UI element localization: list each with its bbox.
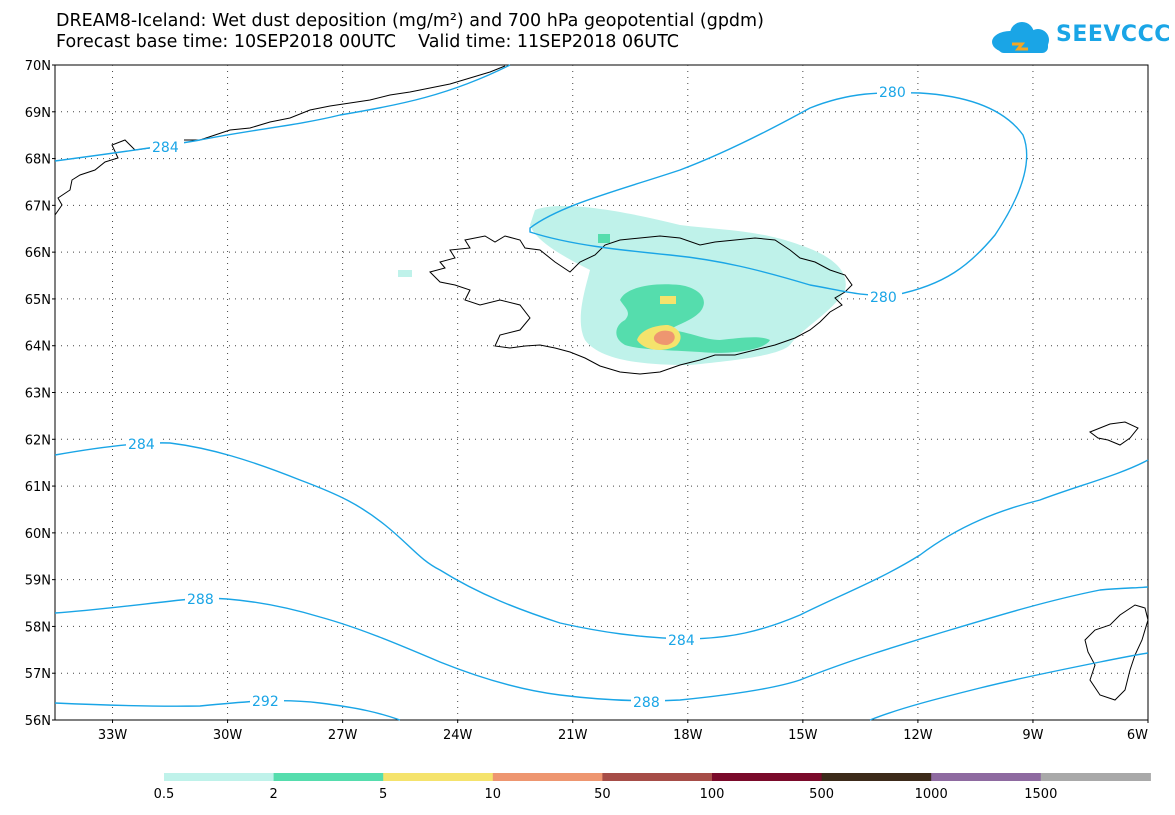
lon-tick-label: 27W (328, 728, 358, 743)
colorbar-swatch (821, 773, 932, 781)
map-title: DREAM8-Iceland: Wet dust deposition (mg/… (56, 11, 764, 31)
colorbar-swatch (273, 773, 384, 781)
contour-label: 284 (152, 140, 179, 156)
contour-labels: 280 280 284 284 284 288 288 292 (126, 84, 911, 711)
contour-label: 288 (187, 592, 214, 608)
contour-label: 284 (668, 633, 695, 649)
lat-tick-label: 61N (25, 480, 51, 495)
contour-label: 280 (870, 290, 897, 306)
lon-tick-label: 24W (443, 728, 473, 743)
lat-tick-label: 65N (25, 293, 51, 308)
dust-area-0.5 (530, 205, 846, 365)
colorbar-swatch (712, 773, 823, 781)
colorbar-label: 5 (379, 787, 387, 802)
dust-area-2-north (598, 234, 610, 243)
lat-tick-label: 62N (25, 433, 51, 448)
lat-tick-label: 63N (25, 387, 51, 402)
lon-tick-label: 21W (558, 728, 588, 743)
colorbar-swatch (492, 773, 603, 781)
latitude-labels: 56N 57N 58N 59N 60N 61N 62N 63N 64N 65N 66N 67N 68N 6… (25, 59, 55, 729)
colorbar-label: 0.5 (154, 787, 175, 802)
lat-tick-label: 59N (25, 574, 51, 589)
colorbar-label: 1500 (1024, 787, 1057, 802)
cloud-icon (992, 22, 1049, 53)
lon-tick-label: 33W (98, 728, 128, 743)
forecast-time-line: Forecast base time: 10SEP2018 00UTC Vali… (56, 32, 679, 52)
lon-tick-label: 30W (213, 728, 243, 743)
colorbar-swatch (602, 773, 713, 781)
lon-tick-label: 9W (1022, 728, 1043, 743)
lat-tick-label: 67N (25, 199, 51, 214)
lat-tick-label: 66N (25, 246, 51, 261)
contour-label: 288 (633, 695, 660, 711)
dust-area-10 (653, 330, 675, 345)
coastline (54, 65, 1149, 701)
contour-288-west (54, 586, 1149, 702)
contour-label: 280 (879, 85, 906, 101)
lon-tick-label: 18W (673, 728, 703, 743)
faroe-islands-coastline (1088, 421, 1139, 446)
colorbar-label: 2 (269, 787, 277, 802)
iceland-coastline (429, 235, 853, 375)
colorbar-label: 1000 (915, 787, 948, 802)
dust-area-5-north (660, 296, 676, 304)
lat-tick-label: 60N (25, 527, 51, 542)
lat-tick-label: 68N (25, 153, 51, 168)
logo-text: SEEVCCC (1056, 22, 1171, 47)
lat-tick-label: 69N (25, 106, 51, 121)
colorbar-label: 500 (809, 787, 834, 802)
lat-tick-label: 64N (25, 340, 51, 355)
contour-284-south (54, 442, 1149, 640)
contour-280 (529, 91, 1028, 297)
colorbar-swatch (931, 773, 1042, 781)
lat-tick-label: 58N (25, 620, 51, 635)
longitude-labels: 33W 30W 27W 24W 21W 18W 15W 12W 9W 6W (98, 720, 1149, 743)
colorbar-label: 10 (485, 787, 502, 802)
contour-284-north (54, 64, 511, 162)
greenland-east-coastline (54, 65, 506, 216)
contour-label: 292 (252, 694, 279, 710)
contour-label: 284 (128, 437, 155, 453)
contour-288-east (869, 652, 1149, 721)
lat-tick-label: 70N (25, 59, 51, 74)
lon-tick-label: 6W (1127, 728, 1148, 743)
colorbar-swatch (164, 773, 275, 781)
geopotential-contours (54, 64, 1149, 721)
seevccc-logo (992, 22, 1049, 53)
lat-tick-label: 56N (25, 714, 51, 729)
dust-deposition-field (398, 205, 846, 365)
colorbar-swatch (383, 773, 494, 781)
lon-tick-label: 15W (788, 728, 818, 743)
contour-292 (54, 699, 401, 721)
colorbar-label: 100 (700, 787, 725, 802)
colorbar-swatch (1040, 773, 1151, 781)
lon-tick-label: 12W (903, 728, 933, 743)
colorbar-label: 50 (594, 787, 611, 802)
colorbar: 0.5 2 5 10 50 100 500 1000 1500 (154, 773, 1151, 802)
dust-area-0.5-west (398, 270, 412, 277)
lat-tick-label: 57N (25, 667, 51, 682)
